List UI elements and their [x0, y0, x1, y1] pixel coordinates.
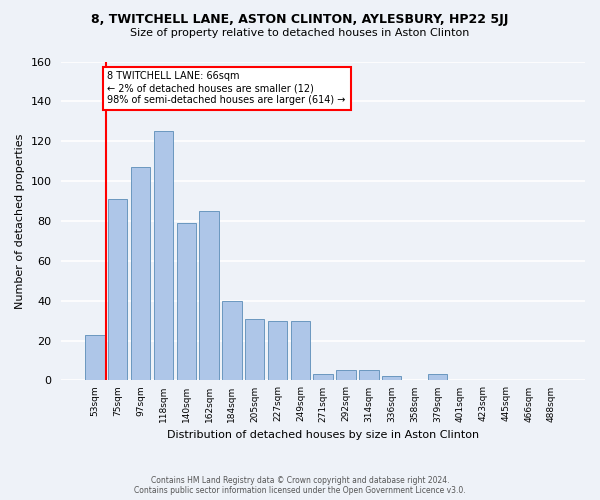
Text: 8 TWITCHELL LANE: 66sqm
← 2% of detached houses are smaller (12)
98% of semi-det: 8 TWITCHELL LANE: 66sqm ← 2% of detached… [107, 72, 346, 104]
Bar [290, 320, 310, 380]
Text: Size of property relative to detached houses in Aston Clinton: Size of property relative to detached ho… [130, 28, 470, 38]
Bar [199, 211, 219, 380]
X-axis label: Distribution of detached houses by size in Aston Clinton: Distribution of detached houses by size … [167, 430, 479, 440]
Text: 8, TWITCHELL LANE, ASTON CLINTON, AYLESBURY, HP22 5JJ: 8, TWITCHELL LANE, ASTON CLINTON, AYLESB… [91, 12, 509, 26]
Bar [428, 374, 447, 380]
Bar [131, 167, 150, 380]
Bar [85, 334, 104, 380]
Bar [337, 370, 356, 380]
Bar [222, 300, 242, 380]
Bar [176, 223, 196, 380]
Bar [313, 374, 333, 380]
Bar [382, 376, 401, 380]
Bar [108, 199, 127, 380]
Y-axis label: Number of detached properties: Number of detached properties [15, 134, 25, 308]
Text: Contains HM Land Registry data © Crown copyright and database right 2024.
Contai: Contains HM Land Registry data © Crown c… [134, 476, 466, 495]
Bar [154, 132, 173, 380]
Bar [245, 318, 265, 380]
Bar [268, 320, 287, 380]
Bar [359, 370, 379, 380]
